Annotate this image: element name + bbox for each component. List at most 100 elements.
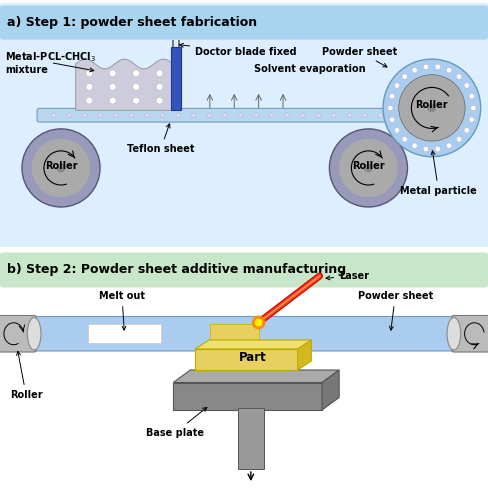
Bar (173, 40, 174, 47)
Bar (173, 382, 322, 410)
Ellipse shape (447, 318, 461, 350)
Circle shape (133, 84, 140, 90)
Text: Roller: Roller (45, 160, 77, 170)
Circle shape (435, 146, 441, 152)
Circle shape (389, 117, 395, 122)
Circle shape (427, 104, 436, 112)
Circle shape (379, 113, 383, 117)
Circle shape (469, 94, 474, 99)
Text: b) Step 2: Powder sheet additive manufacturing: b) Step 2: Powder sheet additive manufac… (7, 264, 346, 276)
Circle shape (470, 105, 476, 110)
Circle shape (22, 129, 100, 207)
Text: Base plate: Base plate (146, 408, 207, 438)
Text: Roller: Roller (10, 352, 42, 400)
Circle shape (456, 136, 462, 142)
Circle shape (285, 113, 289, 117)
FancyBboxPatch shape (0, 316, 36, 352)
Circle shape (86, 84, 93, 90)
Circle shape (254, 113, 258, 117)
Circle shape (339, 138, 398, 197)
Circle shape (133, 97, 140, 104)
FancyBboxPatch shape (210, 324, 259, 343)
Text: Roller: Roller (352, 160, 385, 170)
FancyBboxPatch shape (0, 3, 488, 247)
Circle shape (347, 113, 352, 117)
Text: Metal particle: Metal particle (400, 151, 477, 196)
Polygon shape (76, 59, 173, 110)
Circle shape (238, 113, 243, 117)
Circle shape (389, 94, 395, 99)
Circle shape (176, 113, 181, 117)
Circle shape (412, 143, 417, 148)
Circle shape (109, 84, 116, 90)
Circle shape (469, 117, 474, 122)
Circle shape (156, 97, 163, 104)
Circle shape (207, 113, 212, 117)
Circle shape (252, 316, 265, 330)
Circle shape (456, 74, 462, 80)
Circle shape (316, 113, 321, 117)
Text: Part: Part (239, 351, 266, 364)
Polygon shape (298, 340, 311, 370)
Circle shape (32, 138, 90, 197)
Circle shape (109, 70, 116, 76)
Text: Roller: Roller (416, 100, 448, 110)
Polygon shape (173, 370, 339, 382)
Circle shape (464, 83, 469, 88)
Circle shape (161, 113, 165, 117)
Circle shape (133, 70, 140, 76)
Circle shape (255, 318, 263, 326)
Circle shape (388, 105, 393, 110)
Text: Solvent evaporation: Solvent evaporation (254, 64, 366, 74)
Circle shape (98, 113, 102, 117)
Circle shape (57, 164, 65, 172)
Circle shape (67, 113, 71, 117)
Text: Powder sheet: Powder sheet (358, 291, 433, 330)
FancyBboxPatch shape (0, 250, 488, 500)
Text: Doctor blade fixed: Doctor blade fixed (180, 44, 297, 57)
Circle shape (301, 113, 305, 117)
FancyBboxPatch shape (21, 316, 467, 351)
Circle shape (52, 113, 56, 117)
Circle shape (82, 113, 87, 117)
Circle shape (223, 113, 227, 117)
FancyBboxPatch shape (0, 6, 488, 40)
Polygon shape (322, 370, 339, 410)
Circle shape (447, 68, 452, 73)
Circle shape (86, 70, 93, 76)
FancyBboxPatch shape (452, 316, 488, 352)
Ellipse shape (27, 318, 41, 350)
Polygon shape (195, 340, 311, 349)
FancyBboxPatch shape (0, 252, 488, 288)
FancyBboxPatch shape (88, 324, 161, 343)
Circle shape (412, 68, 417, 73)
Circle shape (394, 83, 400, 88)
Circle shape (129, 113, 134, 117)
Circle shape (329, 129, 407, 207)
Bar (177, 40, 178, 47)
Circle shape (156, 70, 163, 76)
Text: a) Step 1: powder sheet fabrication: a) Step 1: powder sheet fabrication (7, 16, 258, 29)
Circle shape (156, 84, 163, 90)
Circle shape (423, 64, 428, 70)
Bar (172, 40, 173, 47)
FancyBboxPatch shape (37, 108, 422, 122)
Bar (171, 47, 181, 110)
Circle shape (192, 113, 196, 117)
Circle shape (86, 97, 93, 104)
Circle shape (423, 146, 428, 152)
Circle shape (402, 136, 407, 142)
Circle shape (364, 164, 373, 172)
Bar (178, 40, 179, 47)
Text: Laser: Laser (326, 271, 369, 281)
Text: Melt out: Melt out (99, 291, 145, 330)
Circle shape (332, 113, 336, 117)
Bar (238, 408, 264, 469)
Circle shape (464, 128, 469, 133)
Circle shape (269, 113, 274, 117)
Circle shape (394, 128, 400, 133)
Circle shape (109, 97, 116, 104)
Text: Metal-PCL-CHCl$_3$
mixture: Metal-PCL-CHCl$_3$ mixture (5, 50, 96, 75)
Circle shape (399, 74, 465, 141)
Circle shape (363, 113, 367, 117)
